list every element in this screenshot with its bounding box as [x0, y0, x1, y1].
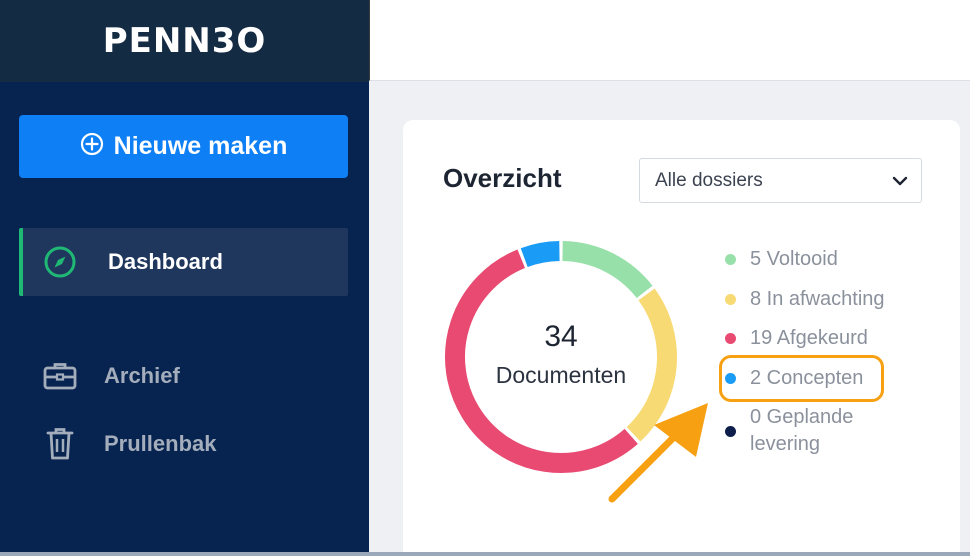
total-document-count: 34 [544, 319, 578, 353]
sidebar-item-archief[interactable]: Archief [19, 342, 348, 410]
concepten-highlight-annotation [719, 355, 884, 402]
legend-item-in-afwachting[interactable]: 8 In afwachting [725, 286, 885, 313]
new-document-button[interactable]: Nieuwe maken [19, 115, 348, 178]
legend-dot [725, 333, 736, 344]
briefcase-icon [43, 359, 77, 393]
legend-label: 8 In afwachting [750, 288, 885, 310]
dossier-filter-value: Alle dossiers [655, 169, 763, 191]
legend-label: 19 Afgekeurd [750, 327, 868, 349]
sidebar-item-label: Archief [104, 363, 180, 388]
sidebar-item-label: Prullenbak [104, 431, 217, 456]
legend-label: 5 Voltooid [750, 248, 838, 270]
overview-title: Overzicht [443, 163, 562, 193]
top-bar [369, 0, 970, 81]
legend-item-voltooid[interactable]: 5 Voltooid [725, 246, 838, 273]
donut-segment-concepten[interactable] [520, 241, 560, 268]
donut-segment-in-afwachting[interactable] [626, 288, 677, 442]
logo[interactable]: PENN3O [102, 21, 267, 61]
new-document-label: Nieuwe maken [113, 132, 288, 160]
pointer-arrow-annotation [608, 403, 708, 503]
total-document-label: Documenten [495, 361, 627, 388]
donut-svg [445, 241, 677, 473]
overview-card: Overzicht Alle dossiers 34 Documenten 5 … [403, 120, 960, 556]
compass-icon [43, 245, 77, 279]
donut-segment-afgekeurd[interactable] [445, 249, 638, 473]
legend-dot [725, 254, 736, 265]
sidebar-item-label: Dashboard [108, 249, 223, 274]
donut-center: 34 Documenten [444, 240, 678, 474]
legend-dot [725, 426, 736, 437]
legend-dot [725, 294, 736, 305]
legend-dot [725, 373, 736, 384]
status-donut-chart: 34 Documenten [444, 240, 678, 474]
legend-label: 2 Concepten [750, 367, 864, 389]
sidebar-header: PENN3O [0, 0, 369, 82]
legend-item-concepten[interactable]: 2 Concepten [725, 365, 863, 392]
dossier-filter-select[interactable]: Alle dossiers [639, 158, 922, 203]
sidebar: PENN3O Nieuwe maken Dashboard [0, 0, 369, 556]
window-bottom-edge [0, 552, 970, 556]
legend-label: 0 Geplande levering [750, 406, 854, 455]
plus-circle-icon [80, 132, 104, 161]
legend-item-geplande-levering[interactable]: 0 Geplande levering [725, 404, 865, 458]
trash-icon [43, 427, 77, 461]
chevron-down-icon [891, 172, 909, 195]
sidebar-item-dashboard[interactable]: Dashboard [19, 228, 348, 296]
legend-item-afgekeurd[interactable]: 19 Afgekeurd [725, 325, 868, 352]
sidebar-item-prullenbak[interactable]: Prullenbak [19, 410, 348, 478]
donut-segment-voltooid[interactable] [562, 241, 653, 299]
